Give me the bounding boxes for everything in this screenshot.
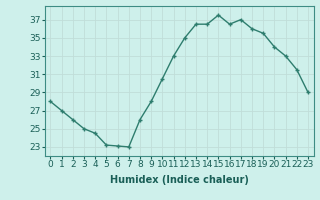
X-axis label: Humidex (Indice chaleur): Humidex (Indice chaleur) [110,175,249,185]
